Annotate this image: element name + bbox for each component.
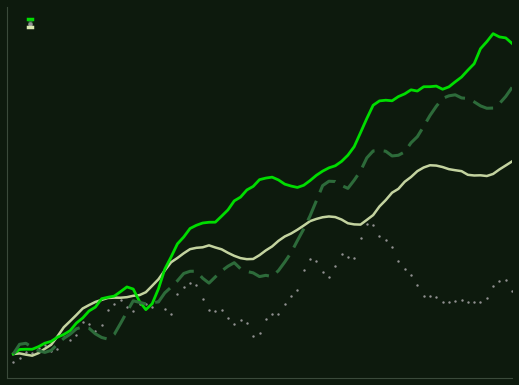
Legend: , , , : , , , <box>28 19 32 27</box>
